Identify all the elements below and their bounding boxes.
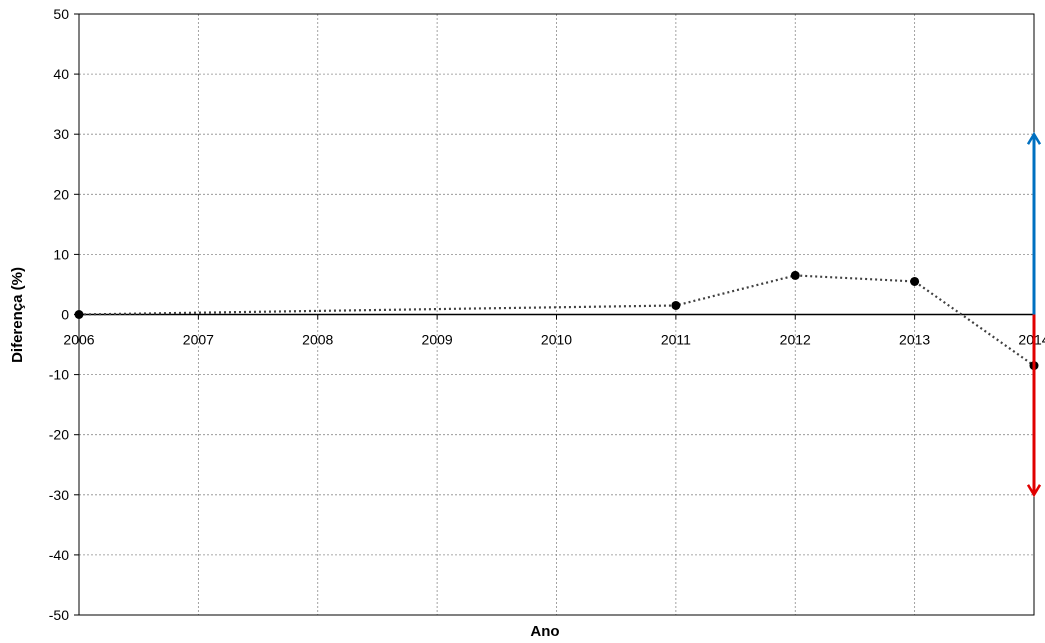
y-tick-label: 50 [53,6,69,22]
y-tick-label: -10 [49,367,69,383]
x-ticks: 2006 2007 2008 2009 2010 2011 2012 2013 2014 [63,314,1045,348]
data-point [671,300,681,310]
y-axis-title: Diferença (%) [9,267,26,363]
y-tick-label: -20 [49,427,69,443]
erosion-arrow-head [1026,131,1042,145]
y-tick-label: 20 [53,186,69,202]
x-tick-label: 2014 [1018,332,1045,348]
x-tick-label: 2006 [63,332,94,348]
data-point [790,270,800,280]
data-point [910,276,920,286]
x-tick-label: 2011 [661,332,691,348]
y-tick-label: -40 [49,547,69,563]
y-tick-label: -50 [49,607,69,623]
y-tick-label: 10 [53,246,69,262]
series-line [78,274,1035,367]
y-tick-label: 0 [61,307,69,323]
x-tick-label: 2009 [422,332,453,348]
y-tick-label: -30 [49,487,69,503]
x-tick-label: 2012 [780,332,811,348]
y-tick-label: 30 [53,126,69,142]
x-tick-label: 2013 [899,332,930,348]
annotations: ErosãoAssoreamento [1026,131,1042,498]
x-tick-label: 2008 [302,332,333,348]
y-ticks: -50 -40 -30 -20 -10 0 10 20 30 40 50 [49,6,79,623]
silting-arrow-head [1026,484,1042,498]
x-tick-label: 2010 [541,332,572,348]
y-tick-label: 40 [53,66,69,82]
data-point [74,310,84,319]
x-axis-title: Ano [530,623,559,640]
x-tick-label: 2007 [183,332,214,348]
